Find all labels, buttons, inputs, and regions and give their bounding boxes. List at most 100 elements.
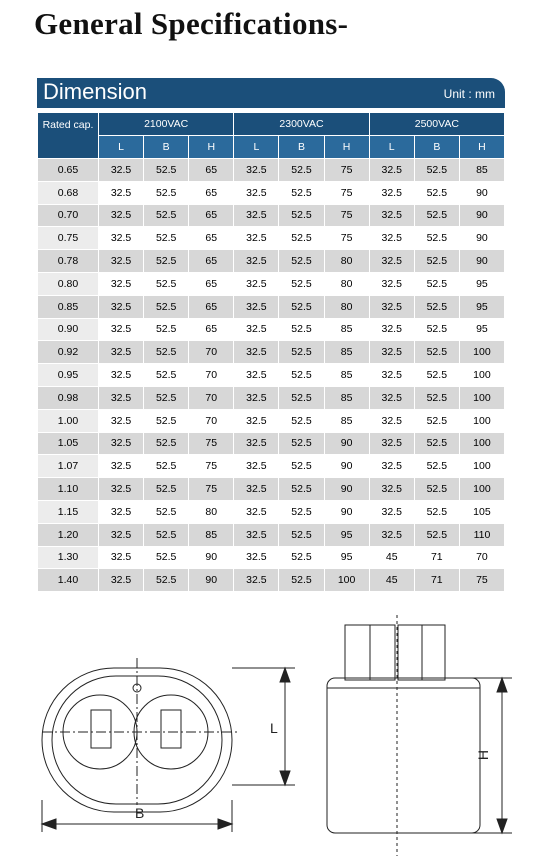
dimension-cell: 52.5 <box>143 522 190 547</box>
table-row: 0.75 32.5 52.5 65 32.5 52.5 75 32.5 52.5 90 <box>37 226 506 251</box>
dimension-cell: 52.5 <box>413 408 460 433</box>
dimension-cell: 52.5 <box>278 180 325 205</box>
dimension-cell: 100 <box>458 477 506 501</box>
table-row: 1.07 32.5 52.5 75 32.5 52.5 90 32.5 52.5 100 <box>37 454 506 479</box>
dimension-cell: 45 <box>368 568 415 593</box>
dimension-cell: 95 <box>458 317 506 342</box>
dimension-cell: 100 <box>323 568 370 593</box>
dimension-cell: 52.5 <box>413 317 460 342</box>
dimension-cell: 32.5 <box>233 226 280 251</box>
capacity-cell: 0.68 <box>37 180 99 205</box>
dimension-cell: 32.5 <box>97 271 145 296</box>
dimension-cell: 32.5 <box>97 317 145 342</box>
dimension-cell: 71 <box>413 568 460 593</box>
table-row: 0.85 32.5 52.5 65 32.5 52.5 80 32.5 52.5 95 <box>37 294 506 319</box>
can-body <box>326 677 481 834</box>
dimension-cell: 52.5 <box>278 363 325 387</box>
dimension-cell: 52.5 <box>143 340 190 365</box>
dimension-cell: 95 <box>458 271 506 296</box>
dimension-cell: 32.5 <box>233 385 280 410</box>
capacity-cell: 0.70 <box>37 203 99 228</box>
dimension-cell: 52.5 <box>413 271 460 296</box>
table-row: 0.98 32.5 52.5 70 32.5 52.5 85 32.5 52.5 100 <box>37 385 506 410</box>
dimension-cell: 52.5 <box>413 385 460 410</box>
dimension-cell: 32.5 <box>97 431 145 456</box>
dimension-cell: 70 <box>188 408 235 433</box>
dimension-cell: 52.5 <box>278 545 325 570</box>
dimension-cell: 52.5 <box>143 317 190 342</box>
dimension-cell: 52.5 <box>278 294 325 319</box>
sub-header: L <box>368 135 415 159</box>
unit-label: Unit : mm <box>443 87 495 101</box>
table-row: 1.40 32.5 52.5 90 32.5 52.5 100 45 71 75 <box>37 568 506 593</box>
dimension-cell: 52.5 <box>413 431 460 456</box>
dimension-cell: 52.5 <box>413 477 460 501</box>
dimension-cell: 52.5 <box>413 158 460 182</box>
table-row: 1.30 32.5 52.5 90 32.5 52.5 95 45 71 70 <box>37 545 506 570</box>
dimension-cell: 70 <box>188 385 235 410</box>
dimension-cell: 32.5 <box>368 522 415 547</box>
dimension-cell: 32.5 <box>368 363 415 387</box>
dimension-cell: 52.5 <box>143 408 190 433</box>
dimension-cell: 105 <box>458 499 506 524</box>
dimension-cell: 52.5 <box>143 180 190 205</box>
dimension-cell: 32.5 <box>368 477 415 501</box>
sub-header: B <box>413 135 460 159</box>
dimension-cell: 45 <box>368 545 415 570</box>
dimension-cell: 90 <box>458 226 506 251</box>
dimension-cell: 85 <box>323 340 370 365</box>
group-header: 2300VAC <box>233 112 370 136</box>
section-title: Dimension <box>43 79 147 104</box>
dimension-cell: 32.5 <box>233 180 280 205</box>
dimension-cell: 32.5 <box>233 522 280 547</box>
dimension-cell: 32.5 <box>368 226 415 251</box>
dimension-cell: 52.5 <box>143 568 190 593</box>
dimension-cell: 85 <box>323 408 370 433</box>
dimension-cell: 80 <box>188 499 235 524</box>
dimension-cell: 100 <box>458 431 506 456</box>
dimension-cell: 52.5 <box>278 271 325 296</box>
dimension-cell: 100 <box>458 385 506 410</box>
dimension-cell: 85 <box>323 363 370 387</box>
table-row: 0.65 32.5 52.5 65 32.5 52.5 75 32.5 52.5 85 <box>37 158 506 182</box>
dimension-cell: 52.5 <box>278 522 325 547</box>
dimension-cell: 32.5 <box>368 203 415 228</box>
dimension-cell: 32.5 <box>368 408 415 433</box>
dimension-cell: 95 <box>323 522 370 547</box>
dimension-cell: 32.5 <box>97 545 145 570</box>
capacity-cell: 0.92 <box>37 340 99 365</box>
dimension-cell: 100 <box>458 454 506 479</box>
dimension-cell: 52.5 <box>278 499 325 524</box>
dimension-cell: 32.5 <box>97 158 145 182</box>
dimension-cell: 32.5 <box>233 545 280 570</box>
dimension-cell: 32.5 <box>368 340 415 365</box>
terminal <box>160 709 182 749</box>
dimension-cell: 95 <box>458 294 506 319</box>
dimension-cell: 90 <box>458 180 506 205</box>
dimension-cell: 52.5 <box>278 226 325 251</box>
table-row: 1.15 32.5 52.5 80 32.5 52.5 90 32.5 52.5 105 <box>37 499 506 524</box>
dimension-cell: 110 <box>458 522 506 547</box>
dimension-cell: 52.5 <box>278 454 325 479</box>
dimension-cell: 52.5 <box>143 226 190 251</box>
dimension-cell: 90 <box>323 499 370 524</box>
dim-label: L <box>270 720 278 736</box>
dimension-cell: 52.5 <box>143 271 190 296</box>
dimension-cell: 75 <box>323 158 370 182</box>
dimension-cell: 90 <box>188 568 235 593</box>
sub-header: B <box>278 135 325 159</box>
dimension-cell: 52.5 <box>143 249 190 273</box>
capacity-cell: 0.65 <box>37 158 99 182</box>
dimension-cell: 32.5 <box>233 158 280 182</box>
dimension-cell: 65 <box>188 158 235 182</box>
rated-header: Rated cap. <box>37 112 99 159</box>
dimension-cell: 52.5 <box>278 340 325 365</box>
dimension-cell: 52.5 <box>143 431 190 456</box>
dimension-cell: 32.5 <box>233 271 280 296</box>
dimension-cell: 32.5 <box>97 522 145 547</box>
dimension-cell: 32.5 <box>233 294 280 319</box>
dimension-cell: 32.5 <box>368 294 415 319</box>
dimension-cell: 32.5 <box>97 408 145 433</box>
capacity-cell: 1.40 <box>37 568 99 593</box>
